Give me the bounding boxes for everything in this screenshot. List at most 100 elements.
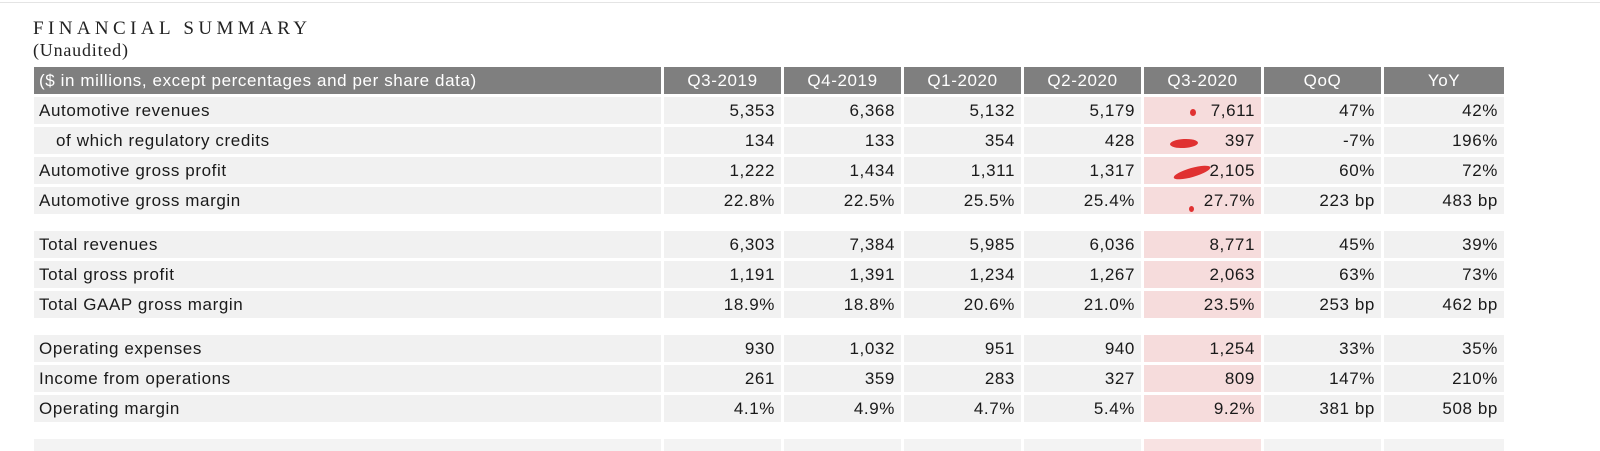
cell-yoy: 483 bp — [1384, 187, 1504, 214]
table-row: of which regulatory credits 134 133 354 428 3… — [34, 127, 1524, 154]
cell-q3-2019: 930 — [664, 335, 781, 362]
partial-cell — [1264, 439, 1381, 451]
row-label: Total revenues — [34, 231, 661, 258]
header-q2-2020: Q2-2020 — [1024, 67, 1141, 94]
cell-q4-2019: 1,032 — [784, 335, 901, 362]
cell-q1-2020: 354 — [904, 127, 1021, 154]
table-row: Total gross profit 1,191 1,391 1,234 1,267 2,… — [34, 261, 1524, 288]
cell-q2-2020: 1,317 — [1024, 157, 1141, 184]
cell-yoy: 73% — [1384, 261, 1504, 288]
header-q3-2019: Q3-2019 — [664, 67, 781, 94]
table-row: Income from operations 261 359 283 327 809 147… — [34, 365, 1524, 392]
partial-cell — [1024, 439, 1141, 451]
cell-q1-2020: 5,132 — [904, 97, 1021, 124]
header-q4-2019: Q4-2019 — [784, 67, 901, 94]
annotation-dot — [1189, 206, 1194, 212]
header-qoq: QoQ — [1264, 67, 1381, 94]
cell-qoq: 33% — [1264, 335, 1381, 362]
financial-summary-table: ($ in millions, except percentages and p… — [34, 67, 1524, 451]
header-description: ($ in millions, except percentages and p… — [34, 67, 661, 94]
table-row-partial — [34, 439, 1524, 451]
cell-q2-2020: 327 — [1024, 365, 1141, 392]
cell-qoq: 60% — [1264, 157, 1381, 184]
cell-q1-2020: 951 — [904, 335, 1021, 362]
cell-q3-2019: 261 — [664, 365, 781, 392]
table-row: Automotive gross profit 1,222 1,434 1,311 1,… — [34, 157, 1524, 184]
cell-q2-2020: 25.4% — [1024, 187, 1141, 214]
partial-cell — [784, 439, 901, 451]
annotation-dot — [1190, 109, 1196, 116]
table-row: Total GAAP gross margin 18.9% 18.8% 20.6% 21… — [34, 291, 1524, 318]
header-yoy: YoY — [1384, 67, 1504, 94]
cell-q3-2019: 18.9% — [664, 291, 781, 318]
cell-q3-2020: 7,611 — [1144, 97, 1261, 124]
row-label: Total GAAP gross margin — [34, 291, 661, 318]
cell-q3-2019: 5,353 — [664, 97, 781, 124]
cell-q3-2020: 2,063 — [1144, 261, 1261, 288]
partial-cell — [34, 439, 661, 451]
cell-q1-2020: 20.6% — [904, 291, 1021, 318]
cell-yoy: 35% — [1384, 335, 1504, 362]
cell-q1-2020: 5,985 — [904, 231, 1021, 258]
cell-q4-2019: 6,368 — [784, 97, 901, 124]
cell-yoy: 196% — [1384, 127, 1504, 154]
table-row: Operating expenses 930 1,032 951 940 1,254 33%… — [34, 335, 1524, 362]
partial-cell — [904, 439, 1021, 451]
cell-q4-2019: 133 — [784, 127, 901, 154]
cell-q3-2020: 8,771 — [1144, 231, 1261, 258]
cell-q2-2020: 6,036 — [1024, 231, 1141, 258]
cell-q1-2020: 25.5% — [904, 187, 1021, 214]
cell-yoy: 39% — [1384, 231, 1504, 258]
cell-qoq: -7% — [1264, 127, 1381, 154]
row-label: Automotive gross profit — [34, 157, 661, 184]
cell-q4-2019: 22.5% — [784, 187, 901, 214]
cell-qoq: 253 bp — [1264, 291, 1381, 318]
cell-q3-2020: 2,105 — [1144, 157, 1261, 184]
cell-q4-2019: 1,434 — [784, 157, 901, 184]
cell-q3-2019: 1,191 — [664, 261, 781, 288]
cell-q3-2019: 4.1% — [664, 395, 781, 422]
row-label: of which regulatory credits — [34, 127, 661, 154]
table-row: Total revenues 6,303 7,384 5,985 6,036 8,771 4… — [34, 231, 1524, 258]
cell-q3-2019: 134 — [664, 127, 781, 154]
cell-q3-2020: 27.7% — [1144, 187, 1261, 214]
cell-q1-2020: 1,234 — [904, 261, 1021, 288]
partial-cell — [1384, 439, 1504, 451]
table-header-row: ($ in millions, except percentages and p… — [34, 67, 1524, 94]
cell-q1-2020: 283 — [904, 365, 1021, 392]
table-row: Automotive gross margin 22.8% 22.5% 25.5% 25… — [34, 187, 1524, 214]
cell-qoq: 47% — [1264, 97, 1381, 124]
cell-q3-2020: 9.2% — [1144, 395, 1261, 422]
cell-q3-2020: 1,254 — [1144, 335, 1261, 362]
table-row: Operating margin 4.1% 4.9% 4.7% 5.4% 9.2% 381 … — [34, 395, 1524, 422]
cell-q2-2020: 5.4% — [1024, 395, 1141, 422]
top-divider — [0, 2, 1600, 3]
row-label: Automotive revenues — [34, 97, 661, 124]
cell-yoy: 462 bp — [1384, 291, 1504, 318]
cell-q1-2020: 4.7% — [904, 395, 1021, 422]
cell-q4-2019: 359 — [784, 365, 901, 392]
cell-q3-2020: 809 — [1144, 365, 1261, 392]
header-q1-2020: Q1-2020 — [904, 67, 1021, 94]
cell-q2-2020: 428 — [1024, 127, 1141, 154]
cell-q4-2019: 18.8% — [784, 291, 901, 318]
cell-q2-2020: 1,267 — [1024, 261, 1141, 288]
cell-q3-2020: 397 — [1144, 127, 1261, 154]
cell-yoy: 508 bp — [1384, 395, 1504, 422]
cell-q2-2020: 5,179 — [1024, 97, 1141, 124]
cell-q3-2019: 1,222 — [664, 157, 781, 184]
page-subtitle: (Unaudited) — [33, 40, 129, 60]
cell-q4-2019: 1,391 — [784, 261, 901, 288]
cell-qoq: 381 bp — [1264, 395, 1381, 422]
cell-qoq: 45% — [1264, 231, 1381, 258]
cell-q2-2020: 940 — [1024, 335, 1141, 362]
cell-yoy: 42% — [1384, 97, 1504, 124]
page-title: FINANCIAL SUMMARY — [33, 18, 312, 39]
row-label: Automotive gross margin — [34, 187, 661, 214]
row-label: Operating margin — [34, 395, 661, 422]
cell-yoy: 210% — [1384, 365, 1504, 392]
partial-cell — [664, 439, 781, 451]
header-q3-2020: Q3-2020 — [1144, 67, 1261, 94]
partial-cell — [1144, 439, 1261, 451]
cell-q2-2020: 21.0% — [1024, 291, 1141, 318]
